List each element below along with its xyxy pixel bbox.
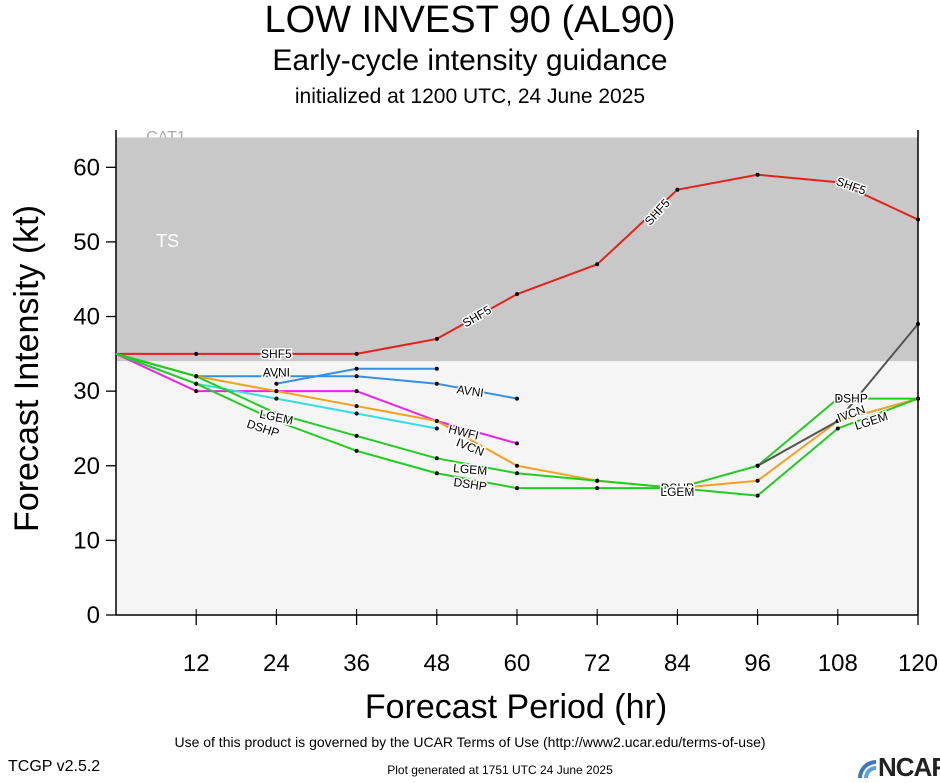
series-label: DSHP bbox=[834, 392, 867, 406]
data-point bbox=[194, 374, 199, 379]
data-point bbox=[755, 478, 760, 483]
series-label: AVNI bbox=[456, 382, 485, 400]
x-tick-label: 84 bbox=[664, 650, 691, 677]
data-point bbox=[515, 292, 519, 297]
data-point bbox=[835, 419, 840, 423]
version-label: TCGP v2.5.2 bbox=[8, 758, 101, 775]
y-tick-label: 60 bbox=[73, 154, 100, 181]
series-label: LGEM bbox=[453, 461, 488, 478]
data-point bbox=[835, 180, 840, 185]
data-point bbox=[274, 419, 279, 423]
data-point bbox=[434, 366, 439, 371]
band-cover bbox=[116, 137, 918, 178]
data-point bbox=[194, 389, 199, 394]
data-point bbox=[274, 411, 279, 416]
data-point bbox=[515, 486, 519, 491]
data-point bbox=[515, 441, 519, 446]
data-point bbox=[595, 478, 600, 483]
y-tick-label: 50 bbox=[73, 229, 100, 256]
y-tick-label: 30 bbox=[73, 378, 100, 405]
generated-time: Plot generated at 1751 UTC 24 June 2025 bbox=[387, 763, 613, 777]
series-label: SHF5 bbox=[261, 347, 292, 361]
data-point bbox=[755, 493, 760, 498]
series-label: AVNI bbox=[263, 366, 290, 380]
data-point bbox=[274, 396, 279, 401]
ncar-logo: NCAR bbox=[856, 752, 940, 782]
data-point bbox=[755, 172, 760, 177]
data-point bbox=[354, 374, 359, 379]
series-line-hwfi bbox=[115, 352, 518, 445]
chart-title: LOW INVEST 90 (AL90) bbox=[264, 0, 676, 41]
y-axis-label: Forecast Intensity (kt) bbox=[8, 205, 46, 532]
terms-of-use: Use of this product is governed by the U… bbox=[174, 734, 766, 750]
data-point bbox=[515, 396, 519, 401]
data-point bbox=[595, 486, 600, 491]
x-tick-label: 96 bbox=[744, 650, 771, 677]
data-point bbox=[916, 396, 920, 401]
data-point bbox=[354, 389, 359, 394]
data-point bbox=[515, 463, 519, 468]
data-point bbox=[434, 471, 439, 476]
data-point bbox=[354, 433, 359, 438]
band-label: TS bbox=[156, 231, 179, 251]
data-point bbox=[434, 336, 439, 341]
data-point bbox=[835, 396, 840, 401]
data-point bbox=[434, 419, 439, 423]
data-point bbox=[755, 463, 760, 468]
data-point bbox=[434, 426, 439, 431]
x-tick-label: 48 bbox=[423, 650, 450, 677]
data-point bbox=[194, 381, 199, 386]
data-point bbox=[354, 366, 359, 371]
data-point bbox=[194, 351, 199, 356]
x-axis-label: Forecast Period (hr) bbox=[365, 688, 667, 726]
data-point bbox=[515, 471, 519, 476]
y-tick-label: 20 bbox=[73, 453, 100, 480]
x-tick-label: 108 bbox=[818, 650, 858, 677]
data-point bbox=[916, 217, 920, 222]
data-point bbox=[434, 381, 439, 386]
chart-subtitle: Early-cycle intensity guidance bbox=[272, 44, 668, 77]
data-point bbox=[835, 426, 840, 431]
series-label: LGEM bbox=[660, 485, 694, 499]
y-tick-label: 40 bbox=[73, 304, 100, 331]
y-tick-label: 10 bbox=[73, 527, 100, 554]
x-tick-label: 120 bbox=[898, 650, 938, 677]
y-tick-label: 0 bbox=[87, 602, 100, 629]
data-point bbox=[675, 486, 680, 491]
data-point bbox=[274, 381, 279, 386]
data-point bbox=[675, 187, 680, 192]
x-tick-label: 60 bbox=[504, 650, 531, 677]
x-tick-label: 36 bbox=[343, 650, 370, 677]
x-tick-label: 24 bbox=[263, 650, 290, 677]
x-tick-label: 12 bbox=[183, 650, 210, 677]
data-point bbox=[274, 374, 279, 379]
init-time: initialized at 1200 UTC, 24 June 2025 bbox=[294, 85, 646, 108]
data-point bbox=[274, 351, 279, 356]
data-point bbox=[354, 404, 359, 409]
data-point bbox=[354, 411, 359, 416]
ncar-globe-icon bbox=[858, 760, 876, 778]
data-point bbox=[274, 389, 279, 394]
series-label: DSHP bbox=[453, 475, 488, 494]
data-point bbox=[595, 262, 600, 267]
series-label: DSHP bbox=[661, 481, 694, 495]
data-point bbox=[916, 322, 920, 326]
data-point bbox=[354, 351, 359, 356]
data-point bbox=[354, 448, 359, 453]
x-tick-label: 72 bbox=[584, 650, 611, 677]
data-point bbox=[434, 456, 439, 461]
